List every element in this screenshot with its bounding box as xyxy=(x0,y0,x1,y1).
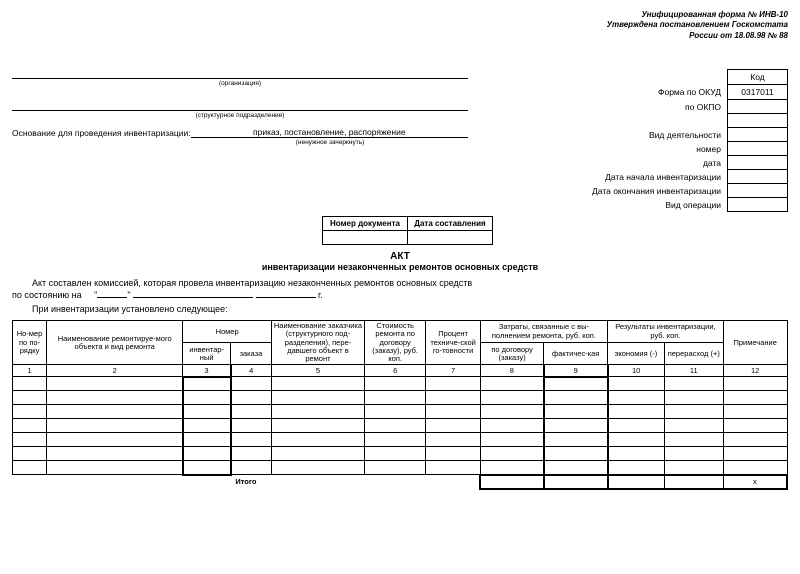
nomer-label: номер xyxy=(586,142,727,156)
dt-start-label: Дата начала инвентаризации xyxy=(586,170,727,184)
okud-label: Форма по ОКУД xyxy=(586,85,727,100)
col-8: по договору (заказу) xyxy=(480,343,544,365)
vid-op-label: Вид операции xyxy=(586,198,727,212)
table-row xyxy=(13,419,788,433)
struct-line[interactable] xyxy=(12,101,468,111)
dt-end-label: Дата окончания инвентаризации xyxy=(586,184,727,198)
org-caption: (организация) xyxy=(12,80,468,87)
itogo-12: х xyxy=(723,475,787,489)
doc-date-value[interactable] xyxy=(408,231,493,245)
col-10: экономия (-) xyxy=(608,343,665,365)
table-row xyxy=(13,433,788,447)
osn-value: приказ, постановление, распоряжение xyxy=(191,127,468,138)
okpo-value[interactable] xyxy=(728,100,788,114)
act-subtitle: инвентаризации незаконченных ремонтов ос… xyxy=(12,262,788,272)
itogo-11[interactable] xyxy=(664,475,723,489)
col-2: Наименование ремонтируе-мого объекта и в… xyxy=(47,321,183,365)
month-field[interactable] xyxy=(133,297,253,298)
kod-header: Код xyxy=(728,70,788,85)
data-value[interactable] xyxy=(728,156,788,170)
vid-op-value[interactable] xyxy=(728,198,788,212)
itogo-label: Итого xyxy=(13,475,481,489)
dt-end-value[interactable] xyxy=(728,184,788,198)
col-3: инвентар-ный xyxy=(183,343,231,365)
col-9: фактичес-кая xyxy=(544,343,608,365)
doc-number-table: Номер документа Дата составления xyxy=(322,216,493,245)
form-line1: Унифицированная форма № ИНВ-10 xyxy=(12,10,788,20)
itogo-row: Итого х xyxy=(13,475,788,489)
col-11: перерасход (+) xyxy=(664,343,723,365)
act-title: АКТ xyxy=(12,251,788,262)
okud-value: 0317011 xyxy=(728,85,788,100)
date-line: по состоянию на "" г. xyxy=(12,290,788,300)
col-3g: Номер xyxy=(183,321,272,343)
paragraph-1: Акт составлен комиссией, которая провела… xyxy=(32,278,788,288)
itogo-9[interactable] xyxy=(544,475,608,489)
table-row xyxy=(13,405,788,419)
paragraph-2: При инвентаризации установлено следующее… xyxy=(32,304,788,314)
doc-date-header: Дата составления xyxy=(408,217,493,231)
table-row xyxy=(13,447,788,461)
struct-caption: (структурное подразделение) xyxy=(12,112,468,119)
vid-deyat-value[interactable] xyxy=(728,128,788,142)
form-line3: России от 18.08.98 № 88 xyxy=(12,31,788,41)
data-label: дата xyxy=(586,156,727,170)
doc-num-value[interactable] xyxy=(323,231,408,245)
strike-caption: (ненужное зачеркнуть) xyxy=(192,139,468,146)
col-5: Наименование заказчика (структурного под… xyxy=(271,321,364,365)
itogo-8[interactable] xyxy=(480,475,544,489)
blank-code-1[interactable] xyxy=(728,114,788,128)
day-field[interactable] xyxy=(97,297,127,298)
vid-deyat-label: Вид деятельности xyxy=(586,128,727,142)
code-table: Код Форма по ОКУД0317011 по ОКПО Вид дея… xyxy=(586,69,788,212)
okpo-label: по ОКПО xyxy=(586,100,727,114)
table-row xyxy=(13,461,788,475)
form-line2: Утверждена постановлением Госкомстата xyxy=(12,20,788,30)
year-field[interactable] xyxy=(256,297,316,298)
col-12: Примечание xyxy=(723,321,787,365)
dt-start-value[interactable] xyxy=(728,170,788,184)
table-row xyxy=(13,391,788,405)
main-table: Но-мер по по-рядку Наименование ремонтир… xyxy=(12,320,788,490)
doc-num-header: Номер документа xyxy=(323,217,408,231)
table-row xyxy=(13,377,788,391)
col-1: Но-мер по по-рядку xyxy=(13,321,47,365)
col-6: Стоимость ремонта по договору (заказу), … xyxy=(365,321,426,365)
col-8g: Затраты, связанные с вы-полнением ремонт… xyxy=(480,321,607,343)
itogo-10[interactable] xyxy=(608,475,665,489)
form-header: Унифицированная форма № ИНВ-10 Утвержден… xyxy=(12,10,788,41)
osn-label: Основание для проведения инвентаризации: xyxy=(12,128,191,138)
nomer-value[interactable] xyxy=(728,142,788,156)
col-10g: Результаты инвентаризации, руб. коп. xyxy=(608,321,724,343)
org-line[interactable] xyxy=(12,69,468,79)
col-7: Процент техниче-ской го-товности xyxy=(426,321,481,365)
number-row: 12 34 567 89 101112 xyxy=(13,365,788,377)
col-4: заказа xyxy=(231,343,272,365)
